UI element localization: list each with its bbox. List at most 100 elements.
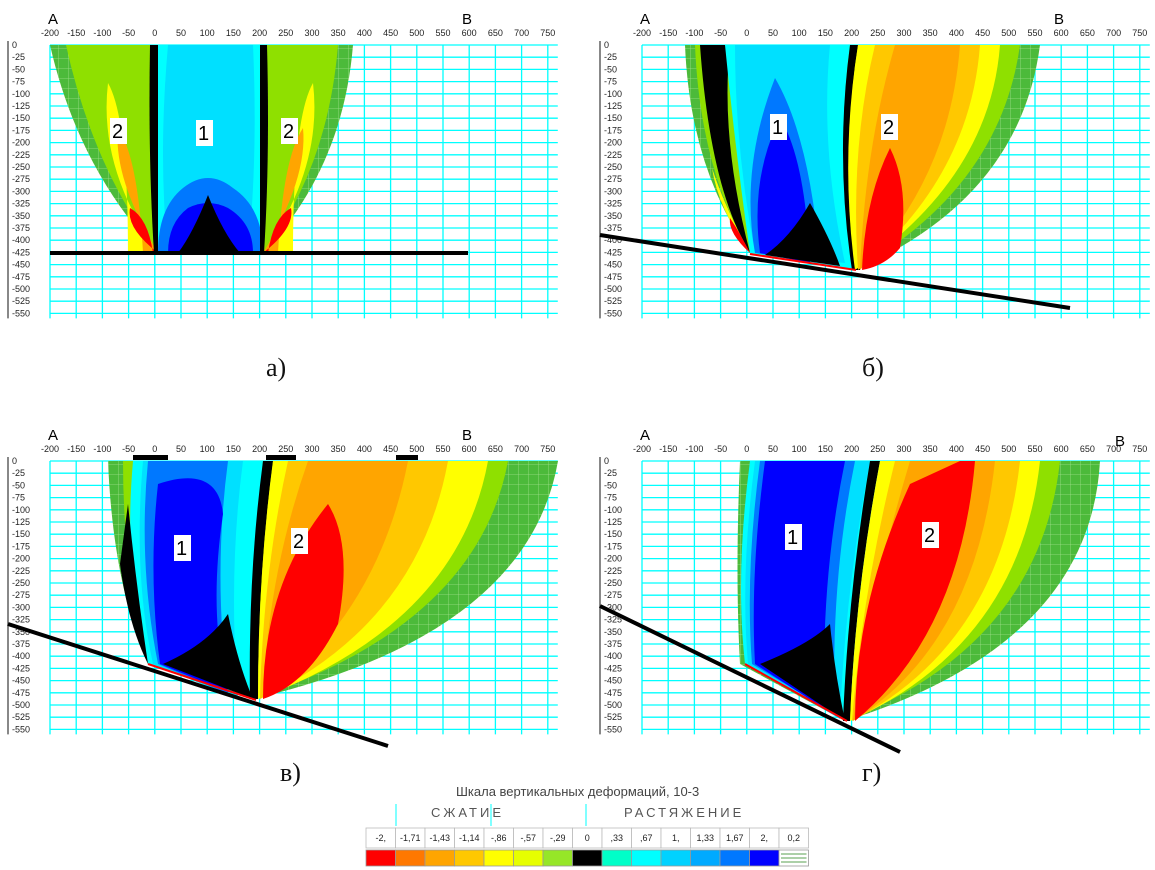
- legend-color-swatch: [660, 849, 691, 867]
- panel-c-caption: в): [280, 758, 301, 787]
- panel-b-y-tick: -300: [604, 186, 622, 196]
- panel-c-y-tick: -250: [12, 578, 30, 588]
- panel-c-x-tick: 550: [435, 444, 450, 454]
- panel-a-x-tick: 400: [357, 28, 372, 38]
- panel-d-corner-b: B: [1115, 433, 1125, 450]
- legend-value-cell: [778, 827, 809, 849]
- legend-title: Шкала вертикальных деформаций, 10-3: [456, 784, 699, 799]
- panel-d-y-tick: -225: [604, 566, 622, 576]
- panel-a-x-tick: 250: [278, 28, 293, 38]
- panel-c-x-tick: 400: [357, 444, 372, 454]
- legend-value-label: -2,: [375, 833, 386, 843]
- panel-a-y-tick: -525: [12, 296, 30, 306]
- panel-b-x-tick: -150: [659, 28, 677, 38]
- panel-b-y-tick: -175: [604, 125, 622, 135]
- panel-b-x-tick: 200: [844, 28, 859, 38]
- panel-d-y-ticks: 0 -25 -50 -75 -100 -125 -150 -175 -200 -225 -250 -2…: [604, 456, 622, 734]
- panel-b-x-tick: 650: [1080, 28, 1095, 38]
- panel-b-y-tick: -400: [604, 235, 622, 245]
- panel-c-y-tick: -200: [12, 554, 30, 564]
- panel-a-y-ticks: 0 -25 -50 -75 -100 -125 -150 -175 -200 -225 -250 -2…: [12, 40, 30, 318]
- panel-d-y-tick: 0: [604, 456, 609, 466]
- panel-c-y-tick: -475: [12, 688, 30, 698]
- panel-d-y-tick: -450: [604, 676, 622, 686]
- panel-b-zone-label-1: 1: [772, 117, 783, 139]
- legend-value-label: 1,33: [696, 833, 714, 843]
- panel-c-y-tick: -75: [12, 493, 25, 503]
- panel-b-y-tick: -550: [604, 308, 622, 318]
- legend-color-swatch: [454, 849, 485, 867]
- panel-a-y-tick: -250: [12, 162, 30, 172]
- panel-c-y-tick: -550: [12, 724, 30, 734]
- panel-c-x-tick: -100: [93, 444, 111, 454]
- panel-c-y-tick: -100: [12, 505, 30, 515]
- panel-a-x-tick: 500: [409, 28, 424, 38]
- legend: Шкала вертикальных деформаций, 10-3 СЖАТ…: [365, 784, 809, 867]
- panel-d-x-ticks: -200 -150 -100 -50 0 50 100 150 200 250 300 350 400 4…: [633, 444, 1147, 454]
- panel-c-y-tick: -425: [12, 663, 30, 673]
- panel-c-x-tick: 750: [540, 444, 555, 454]
- panel-d-x-tick: 50: [768, 444, 778, 454]
- panel-b-x-tick: 750: [1132, 28, 1147, 38]
- panel-d-y-tick: -475: [604, 688, 622, 698]
- panel-d-x-tick: 200: [844, 444, 859, 454]
- panel-c-y-tick: -225: [12, 566, 30, 576]
- panel-d-corner-a: A: [640, 427, 650, 444]
- panel-b-y-tick: -75: [604, 77, 617, 87]
- panel-b-boundary-line: [599, 233, 1071, 310]
- panel-c-zone-labels: 1 2: [174, 528, 308, 561]
- panel-b-y-tick: -25: [604, 52, 617, 62]
- panel-c-x-tick: 150: [226, 444, 241, 454]
- panel-b-x-tick: 0: [744, 28, 749, 38]
- panel-b-x-tick: 700: [1106, 28, 1121, 38]
- panel-b-y-tick: -150: [604, 113, 622, 123]
- panel-d-y-tick: -150: [604, 529, 622, 539]
- panel-b-x-tick: 100: [792, 28, 807, 38]
- panel-a-x-tick: 550: [435, 28, 450, 38]
- panel-d-boundary-line: [599, 604, 901, 754]
- panel-d-x-tick: 750: [1132, 444, 1147, 454]
- panel-d-y-tick: -50: [604, 480, 617, 490]
- panel-b-y-tick: -375: [604, 223, 622, 233]
- panel-b-x-tick: 550: [1027, 28, 1042, 38]
- panel-a-x-tick: -200: [41, 28, 59, 38]
- panel-d-x-tick: 250: [870, 444, 885, 454]
- panel-d-x-tick: 700: [1106, 444, 1121, 454]
- panel-c-x-tick: 300: [304, 444, 319, 454]
- panel-a-x-tick: 700: [514, 28, 529, 38]
- legend-value-label: -1,43: [429, 833, 450, 843]
- panel-c-x-tick: -50: [122, 444, 135, 454]
- panel-d-y-tick: -400: [604, 651, 622, 661]
- panel-a-x-tick: -50: [122, 28, 135, 38]
- panel-a-contour: [50, 45, 353, 253]
- panel-c-y-tick: -400: [12, 651, 30, 661]
- legend-color-swatch: [483, 849, 514, 867]
- panel-a-y-tick: -150: [12, 113, 30, 123]
- panel-d-y-tick: -300: [604, 602, 622, 612]
- panel-a-caption: а): [266, 353, 286, 382]
- panel-a-x-tick: 450: [383, 28, 398, 38]
- panel-d-y-tick: -200: [604, 554, 622, 564]
- panel-b: A B -200 -150 -100 -50 0 50 100 150 200 250 300 350…: [599, 8, 1150, 382]
- panel-a-zone-labels: 2 1 2: [110, 118, 298, 146]
- panel-a-y-tick: -75: [12, 77, 25, 87]
- panel-b-y-tick: -200: [604, 138, 622, 148]
- panel-d-y-tick: -125: [604, 517, 622, 527]
- panel-c-contour: [108, 455, 558, 699]
- panel-d-y-tick: -325: [604, 615, 622, 625]
- panel-a-x-tick: 100: [200, 28, 215, 38]
- panel-a-y-tick: -400: [12, 235, 30, 245]
- panel-b-y-tick: -525: [604, 296, 622, 306]
- panel-b-corner-a: A: [640, 11, 650, 28]
- panel-b-x-tick: 150: [818, 28, 833, 38]
- panel-a-y-tick: -475: [12, 272, 30, 282]
- panel-a-zone-label-3: 2: [283, 121, 294, 143]
- panel-b-x-tick: -100: [685, 28, 703, 38]
- panel-d-zone-label-2: 2: [924, 525, 935, 547]
- legend-value-label: -,29: [550, 833, 566, 843]
- panel-a-y-tick: -100: [12, 89, 30, 99]
- panel-c-x-ticks: -200 -150 -100 -50 0 50 100 150 200 250 300 350 400 4…: [41, 444, 555, 454]
- legend-value-label: -,86: [491, 833, 507, 843]
- panel-b-y-tick: -250: [604, 162, 622, 172]
- panel-d-y-tick: -100: [604, 505, 622, 515]
